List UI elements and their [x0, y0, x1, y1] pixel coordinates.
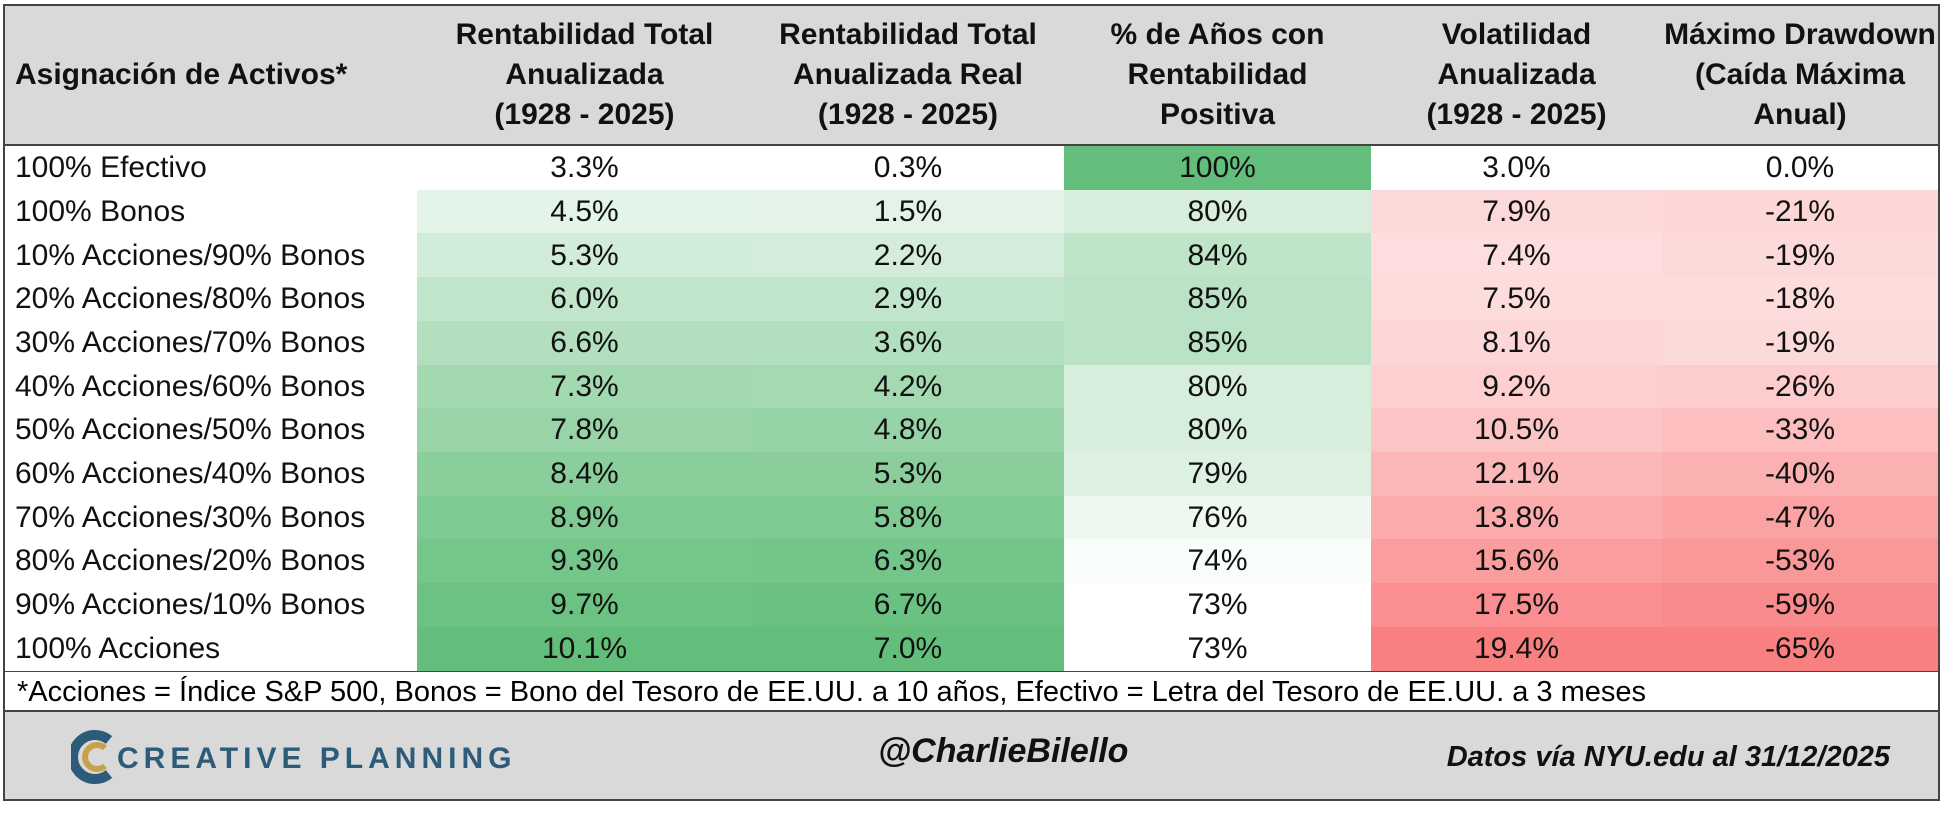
table-cell: 4.5%	[417, 189, 752, 234]
table-cell: -21%	[1662, 189, 1938, 234]
table-cell: -65%	[1662, 626, 1938, 671]
header-rule	[5, 144, 1938, 146]
row-label: 30% Acciones/70% Bonos	[5, 320, 417, 366]
table-cell: 10.1%	[417, 626, 752, 671]
table-cell: -40%	[1662, 451, 1938, 497]
table-cell: 10.5%	[1371, 408, 1662, 453]
handle: @CharlieBilello	[878, 732, 1129, 770]
row-label: 40% Acciones/60% Bonos	[5, 364, 417, 409]
column-header: Rentabilidad Total Anualizada (1928 - 20…	[455, 18, 714, 131]
table-cell: 1.5%	[752, 189, 1064, 234]
table-cell: 73%	[1064, 626, 1371, 671]
table-cell: 6.7%	[752, 583, 1064, 628]
table-cell: 80%	[1064, 189, 1371, 234]
brand: CREATIVE PLANNING	[117, 742, 517, 775]
table-card: *Acciones = Índice S&P 500, Bonos = Bono…	[3, 4, 1940, 801]
table-cell: 6.3%	[752, 539, 1064, 584]
table-cell: 0.3%	[752, 146, 1064, 191]
table-cell: 76%	[1064, 495, 1371, 540]
column-header: Asignación de Activos*	[15, 58, 348, 91]
row-label: 60% Acciones/40% Bonos	[5, 451, 417, 497]
table-cell: 4.8%	[752, 408, 1064, 453]
table-cell: 6.6%	[417, 320, 752, 366]
table-cell: -18%	[1662, 277, 1938, 322]
row-label: 70% Acciones/30% Bonos	[5, 495, 417, 540]
column-header: Volatilidad Anualizada (1928 - 2025)	[1426, 18, 1607, 131]
table-cell: 3.0%	[1371, 146, 1662, 191]
table-cell: 9.2%	[1371, 364, 1662, 409]
table-cell: 5.3%	[417, 233, 752, 278]
table-cell: 100%	[1064, 146, 1371, 191]
row-label: 100% Bonos	[5, 189, 417, 234]
table-cell: 85%	[1064, 277, 1371, 322]
table-cell: 2.2%	[752, 233, 1064, 278]
table-cell: 7.3%	[417, 364, 752, 409]
table-cell: 19.4%	[1371, 626, 1662, 671]
table-cell: 74%	[1064, 539, 1371, 584]
table-cell: -59%	[1662, 583, 1938, 628]
table-cell: 9.3%	[417, 539, 752, 584]
column-header: % de Años con Rentabilidad Positiva	[1110, 18, 1325, 131]
row-label: 10% Acciones/90% Bonos	[5, 233, 417, 278]
column-header: Rentabilidad Total Anualizada Real (1928…	[779, 18, 1037, 131]
table-cell: 4.2%	[752, 364, 1064, 409]
row-label: 100% Acciones	[5, 626, 417, 671]
table-cell: 5.3%	[752, 451, 1064, 497]
table-cell: 0.0%	[1662, 146, 1938, 191]
table-cell: 2.9%	[752, 277, 1064, 322]
row-label: 20% Acciones/80% Bonos	[5, 277, 417, 322]
table-cell: 3.3%	[417, 146, 752, 191]
table-cell: 8.1%	[1371, 320, 1662, 366]
table-cell: 5.8%	[752, 495, 1064, 540]
table-cell: 8.9%	[417, 495, 752, 540]
row-label: 80% Acciones/20% Bonos	[5, 539, 417, 584]
table-cell: 9.7%	[417, 583, 752, 628]
logo-icon	[71, 730, 113, 784]
table-cell: 8.4%	[417, 451, 752, 497]
table-cell: 7.0%	[752, 626, 1064, 671]
table-cell: 15.6%	[1371, 539, 1662, 584]
table-cell: 73%	[1064, 583, 1371, 628]
table-cell: 85%	[1064, 320, 1371, 366]
table-cell: 6.0%	[417, 277, 752, 322]
table-cell: 7.8%	[417, 408, 752, 453]
table-cell: -53%	[1662, 539, 1938, 584]
source: Datos vía NYU.edu al 31/12/2025	[1446, 741, 1890, 773]
table-cell: -26%	[1662, 364, 1938, 409]
row-label: 50% Acciones/50% Bonos	[5, 408, 417, 453]
table-cell: 79%	[1064, 451, 1371, 497]
table-cell: 84%	[1064, 233, 1371, 278]
footnote: *Acciones = Índice S&P 500, Bonos = Bono…	[5, 670, 1938, 712]
table-cell: 80%	[1064, 364, 1371, 409]
table-cell: -33%	[1662, 408, 1938, 453]
table-cell: -47%	[1662, 495, 1938, 540]
table-cell: 13.8%	[1371, 495, 1662, 540]
table-cell: -19%	[1662, 233, 1938, 278]
row-label: 90% Acciones/10% Bonos	[5, 583, 417, 628]
table-cell: 17.5%	[1371, 583, 1662, 628]
table-cell: 3.6%	[752, 320, 1064, 366]
table-cell: 7.4%	[1371, 233, 1662, 278]
page: *Acciones = Índice S&P 500, Bonos = Bono…	[0, 4, 1943, 813]
table-cell: 7.9%	[1371, 189, 1662, 234]
table-cell: -19%	[1662, 320, 1938, 366]
row-label: 100% Efectivo	[5, 146, 417, 191]
column-header: Máximo Drawdown (Caída Máxima Anual)	[1664, 18, 1936, 131]
table-cell: 80%	[1064, 408, 1371, 453]
table-cell: 12.1%	[1371, 451, 1662, 497]
table-cell: 7.5%	[1371, 277, 1662, 322]
